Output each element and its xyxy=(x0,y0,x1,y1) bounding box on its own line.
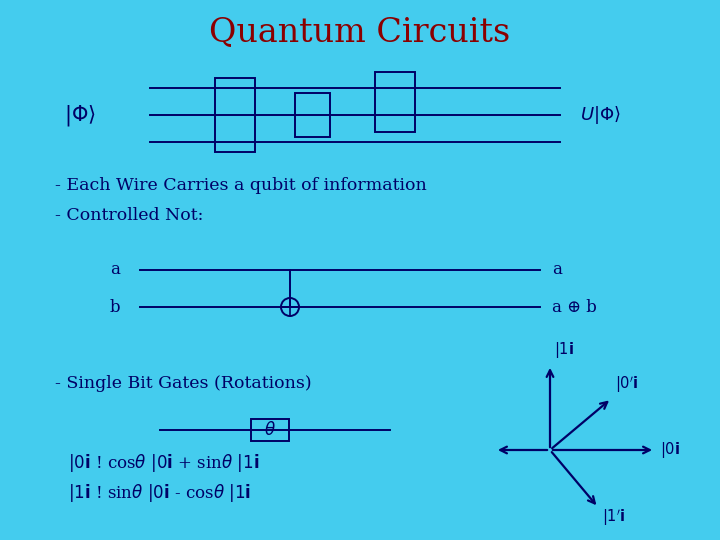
Bar xyxy=(375,72,415,132)
Text: - Controlled Not:: - Controlled Not: xyxy=(55,206,203,224)
Text: b: b xyxy=(109,299,120,315)
Text: a: a xyxy=(110,261,120,279)
Text: - Single Bit Gates (Rotations): - Single Bit Gates (Rotations) xyxy=(55,375,312,392)
Text: $|0\mathbf{i}$: $|0\mathbf{i}$ xyxy=(660,440,680,460)
Text: $|1\mathbf{i}$: $|1\mathbf{i}$ xyxy=(554,340,574,360)
Text: $|1'\mathbf{i}$: $|1'\mathbf{i}$ xyxy=(602,508,626,528)
Text: $|\Phi\rangle$: $|\Phi\rangle$ xyxy=(64,103,96,127)
Bar xyxy=(295,93,330,137)
Text: $U|\Phi\rangle$: $U|\Phi\rangle$ xyxy=(580,104,621,126)
Text: Quantum Circuits: Quantum Circuits xyxy=(210,16,510,48)
Text: $|0'\mathbf{i}$: $|0'\mathbf{i}$ xyxy=(616,374,639,395)
Text: a: a xyxy=(552,261,562,279)
Text: $|0\mathbf{i}$ ! cos$\theta$ $|0\mathbf{i}$ + sin$\theta$ $|1\mathbf{i}$: $|0\mathbf{i}$ ! cos$\theta$ $|0\mathbf{… xyxy=(68,452,259,474)
Text: $\theta$: $\theta$ xyxy=(264,421,276,439)
Text: - Each Wire Carries a qubit of information: - Each Wire Carries a qubit of informati… xyxy=(55,177,427,193)
Text: a ⊕ b: a ⊕ b xyxy=(552,299,597,315)
Bar xyxy=(215,78,255,152)
Bar xyxy=(251,419,289,441)
Text: $|1\mathbf{i}$ ! sin$\theta$ $|0\mathbf{i}$ - cos$\theta$ $|1\mathbf{i}$: $|1\mathbf{i}$ ! sin$\theta$ $|0\mathbf{… xyxy=(68,482,251,504)
